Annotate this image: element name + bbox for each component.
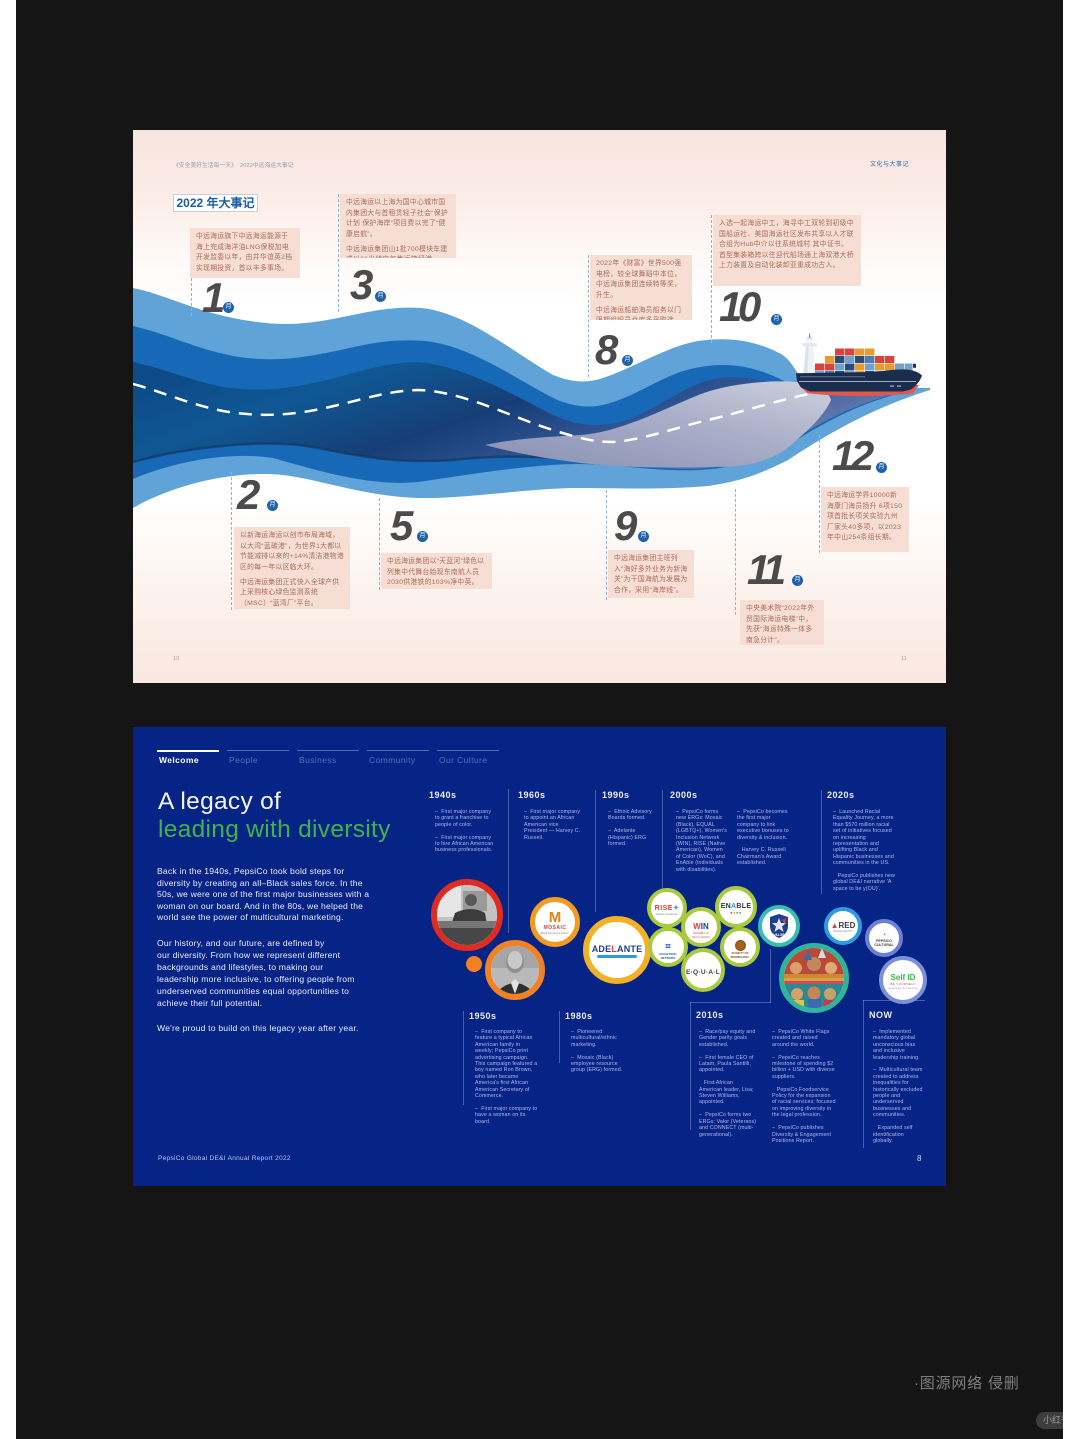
- svg-text:VALOR: VALOR: [774, 933, 786, 937]
